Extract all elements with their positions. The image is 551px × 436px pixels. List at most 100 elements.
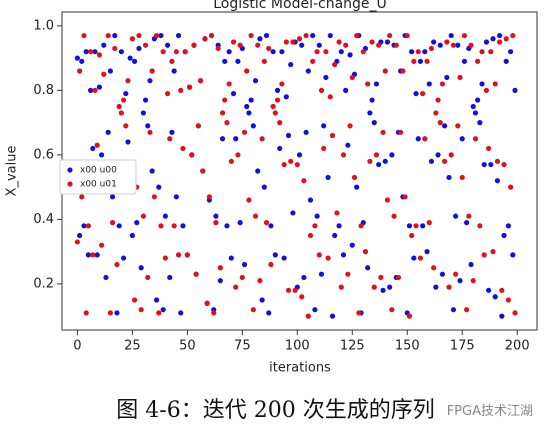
point <box>411 58 417 64</box>
point <box>382 158 388 164</box>
point <box>442 158 448 164</box>
point <box>290 210 296 216</box>
point <box>323 74 329 81</box>
point <box>105 32 111 39</box>
x-tick-label: 75 <box>234 339 251 354</box>
point <box>340 252 347 258</box>
y-axis-label: X_value <box>5 146 20 197</box>
point <box>479 81 485 87</box>
point <box>217 278 223 284</box>
point <box>503 36 509 42</box>
point <box>206 194 212 200</box>
point <box>118 110 124 116</box>
point <box>477 223 483 229</box>
point <box>301 178 307 184</box>
point <box>327 94 333 100</box>
point <box>164 90 171 97</box>
point <box>107 310 113 316</box>
point <box>488 161 494 168</box>
point <box>120 255 127 261</box>
point <box>204 300 210 306</box>
point <box>442 123 448 129</box>
point <box>263 220 270 226</box>
point <box>380 129 386 135</box>
point <box>321 123 327 129</box>
point <box>288 61 294 68</box>
point <box>336 39 342 45</box>
point <box>109 220 116 226</box>
point <box>413 223 419 229</box>
point <box>149 68 155 74</box>
point <box>323 49 329 55</box>
point <box>475 97 481 103</box>
point <box>389 307 395 313</box>
point <box>367 110 373 116</box>
point <box>468 42 474 48</box>
point <box>411 255 417 261</box>
point <box>211 310 217 316</box>
point <box>208 32 215 39</box>
point <box>118 49 124 55</box>
point <box>501 161 507 168</box>
point <box>193 271 199 277</box>
point <box>305 313 311 319</box>
point <box>345 142 351 148</box>
point <box>512 87 518 93</box>
point <box>327 32 333 39</box>
point <box>464 220 470 226</box>
point <box>428 45 435 52</box>
point <box>332 61 338 68</box>
x-tick-label: 150 <box>395 339 420 354</box>
point <box>171 223 177 229</box>
point <box>305 68 311 74</box>
point <box>444 39 450 45</box>
point <box>81 32 87 39</box>
point <box>147 129 153 135</box>
point <box>296 152 303 158</box>
point <box>233 284 239 290</box>
point <box>222 97 228 103</box>
point <box>316 42 322 48</box>
point <box>112 45 118 52</box>
point <box>158 223 164 229</box>
point <box>283 94 289 100</box>
point <box>224 223 230 229</box>
point <box>398 129 404 135</box>
y-tick-label: 0.2 <box>33 276 54 291</box>
point <box>475 58 481 64</box>
point <box>415 136 421 142</box>
point <box>292 287 298 293</box>
caption: 图 4-6：迭代 200 次生成的序列 <box>116 398 435 423</box>
point <box>318 271 325 277</box>
point <box>336 223 342 229</box>
point <box>477 120 483 126</box>
point <box>505 297 512 303</box>
point <box>175 32 182 39</box>
point <box>459 174 465 181</box>
point <box>450 307 457 313</box>
point <box>406 313 413 319</box>
point <box>162 255 168 261</box>
point <box>191 42 197 48</box>
point <box>321 145 327 152</box>
point <box>255 168 261 174</box>
point <box>468 261 474 268</box>
point <box>340 152 347 158</box>
point <box>85 252 91 258</box>
point <box>85 223 91 229</box>
point <box>393 42 399 48</box>
point <box>213 213 219 219</box>
point <box>244 68 250 74</box>
point <box>123 90 129 97</box>
point <box>497 32 503 39</box>
point <box>307 197 314 203</box>
point <box>301 274 307 281</box>
point <box>281 255 287 261</box>
chart: Logistic Model-change_U iterations X_val… <box>5 0 538 376</box>
point <box>332 232 338 239</box>
point <box>376 161 382 168</box>
point <box>354 32 360 39</box>
x-tick-label: 50 <box>179 339 196 354</box>
point <box>501 232 507 239</box>
point <box>404 32 410 39</box>
